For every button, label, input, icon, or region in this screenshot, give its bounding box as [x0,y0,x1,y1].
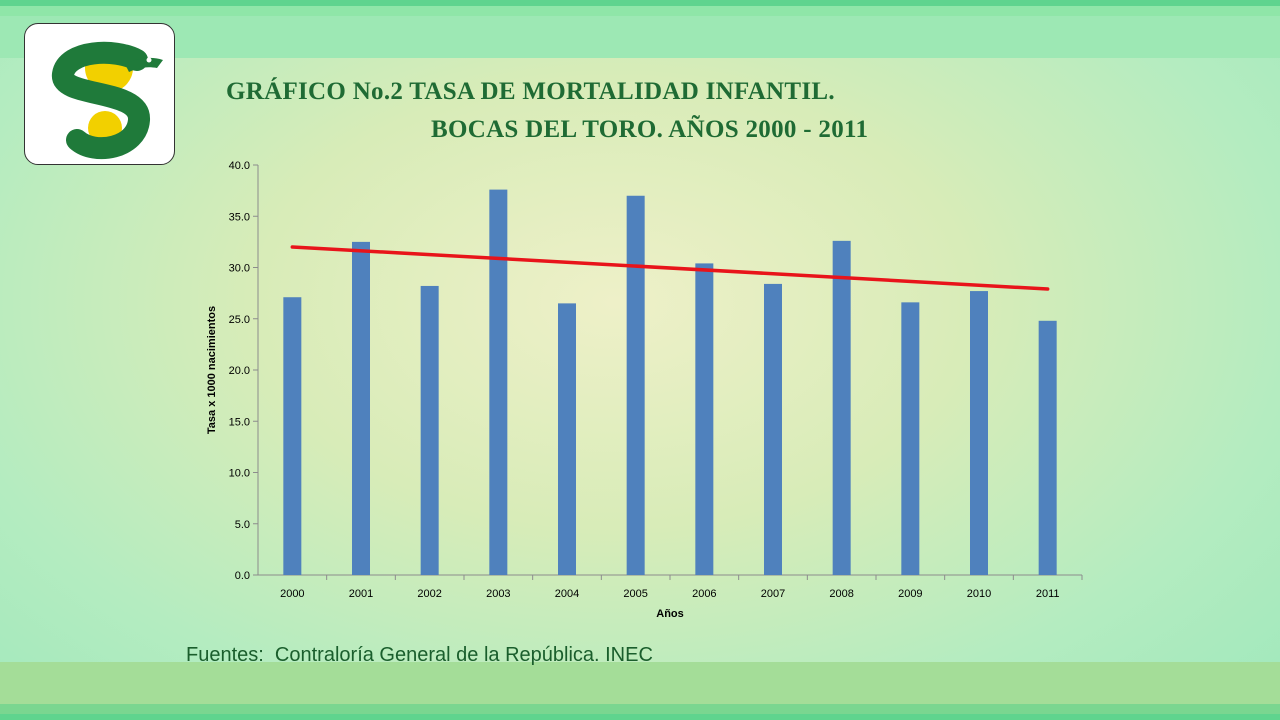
chart-title-line-2: BOCAS DEL TORO. AÑOS 2000 - 2011 [431,116,869,143]
x-tick-label: 2002 [417,588,441,600]
x-tick-label: 2001 [349,588,373,600]
y-tick-label: 0.0 [235,570,250,582]
y-tick-label: 35.0 [229,211,250,223]
bar-2000 [283,297,302,575]
bar-2005 [626,195,645,575]
x-axis-title: Años [656,608,684,620]
bar-2010 [970,291,988,575]
x-tick-label: 2003 [486,588,510,600]
bar-2004 [558,303,576,575]
x-tick-label: 2006 [692,588,716,600]
top-decorative-band [0,0,1280,58]
source-note: Fuentes: Contraloría General de la Repúb… [186,644,653,666]
trendline [290,245,1050,291]
x-tick-label: 2005 [623,588,647,600]
x-tick-label: 2004 [555,588,579,600]
bar-2011 [1038,320,1057,575]
x-tick-label: 2007 [761,588,785,600]
x-tick-label: 2011 [1036,588,1060,600]
bar-2009 [901,302,920,575]
serpent-s-logo-icon [52,41,163,160]
y-tick-label: 20.0 [229,365,250,377]
bar-2006 [695,263,714,575]
bar-2008 [832,240,851,575]
y-tick-label: 15.0 [229,416,250,428]
bar-2002 [420,285,439,575]
x-tick-label: 2010 [967,588,991,600]
bottom-decorative-band [0,662,1280,720]
y-tick-label: 40.0 [229,160,250,172]
y-tick-label: 25.0 [229,314,250,326]
x-tick-label: 2000 [280,588,304,600]
logo [24,23,175,165]
y-tick-label: 10.0 [229,468,250,480]
bar-2003 [489,189,508,575]
y-tick-label: 30.0 [229,263,250,275]
bar-2007 [764,283,782,575]
x-tick-label: 2008 [829,588,853,600]
x-tick-label: 2009 [898,588,922,600]
y-axis-title: Tasa x 1000 nacimientos [206,306,218,434]
chart-title-line-1: GRÁFICO No.2 TASA DE MORTALIDAD INFANTIL… [226,78,835,105]
bar-2001 [352,241,370,575]
y-tick-label: 5.0 [235,519,250,531]
